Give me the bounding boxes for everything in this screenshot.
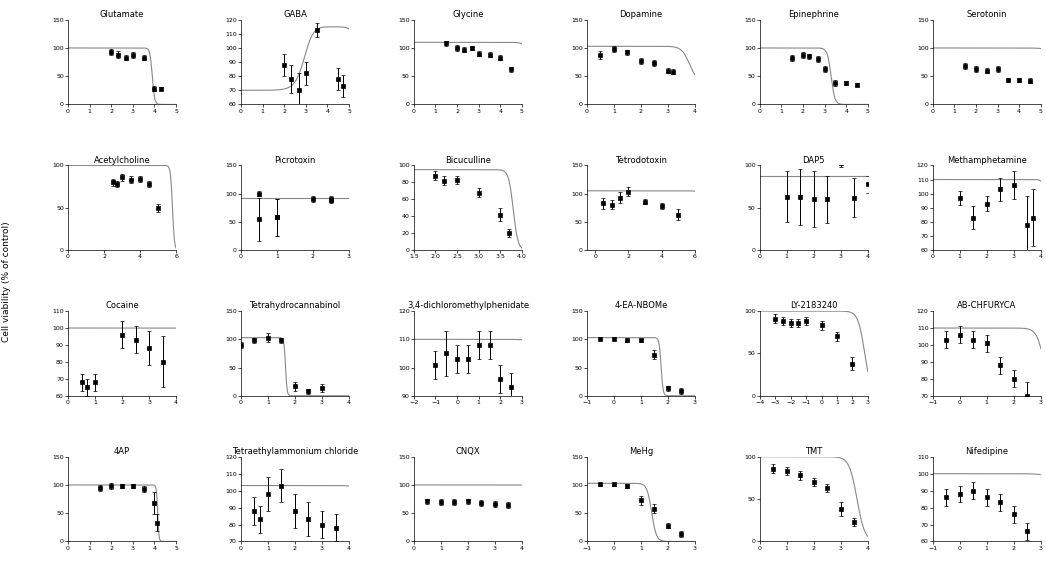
- Title: TMT: TMT: [805, 447, 822, 456]
- Title: Cocaine: Cocaine: [106, 301, 139, 310]
- Title: LY-2183240: LY-2183240: [790, 301, 838, 310]
- Title: Glutamate: Glutamate: [99, 10, 144, 19]
- Title: Methamphetamine: Methamphetamine: [947, 156, 1027, 165]
- Title: Epinephrine: Epinephrine: [789, 10, 839, 19]
- Title: Glycine: Glycine: [452, 10, 483, 19]
- Title: Serotonin: Serotonin: [967, 10, 1007, 19]
- Title: Picrotoxin: Picrotoxin: [274, 156, 316, 165]
- Title: 4AP: 4AP: [114, 447, 130, 456]
- Title: GABA: GABA: [283, 10, 306, 19]
- Title: Tetraethylammonium chloride: Tetraethylammonium chloride: [232, 447, 358, 456]
- Title: 3,4-dichloromethylphenidate: 3,4-dichloromethylphenidate: [407, 301, 529, 310]
- Title: AB-CHFURYCA: AB-CHFURYCA: [957, 301, 1017, 310]
- Text: Cell viability (% of control): Cell viability (% of control): [2, 222, 12, 342]
- Title: Nifedipine: Nifedipine: [965, 447, 1008, 456]
- Title: Bicuculline: Bicuculline: [445, 156, 491, 165]
- Title: Tetrahydrocannabinol: Tetrahydrocannabinol: [249, 301, 341, 310]
- Title: 4-EA-NBOMe: 4-EA-NBOMe: [614, 301, 667, 310]
- Title: Acetylcholine: Acetylcholine: [94, 156, 151, 165]
- Title: Dopamine: Dopamine: [619, 10, 662, 19]
- Title: Tetrodotoxin: Tetrodotoxin: [615, 156, 667, 165]
- Title: MeHg: MeHg: [629, 447, 653, 456]
- Title: CNQX: CNQX: [456, 447, 480, 456]
- Title: DAP5: DAP5: [802, 156, 825, 165]
